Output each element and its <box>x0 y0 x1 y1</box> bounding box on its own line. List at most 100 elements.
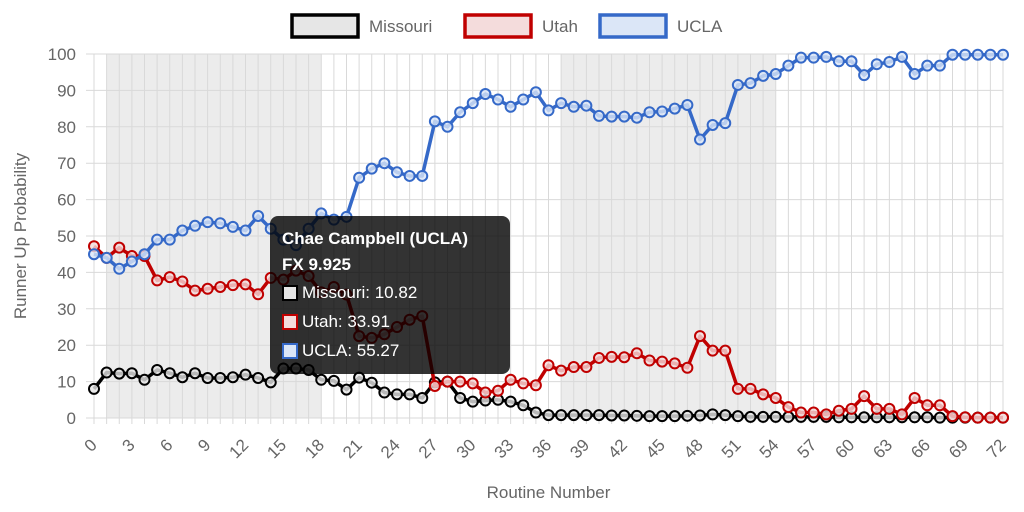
data-point-ucla <box>845 55 858 68</box>
data-point-utah <box>933 399 946 412</box>
data-point-utah <box>896 408 908 421</box>
data-point-missouri <box>630 409 643 422</box>
x-tick-label: 9 <box>194 435 214 455</box>
data-point-ucla <box>870 58 883 71</box>
data-point-missouri <box>921 411 934 424</box>
data-point-utah <box>239 278 252 291</box>
data-point-utah <box>618 351 631 364</box>
data-point-missouri <box>504 395 517 408</box>
y-tick-label: 30 <box>57 300 76 319</box>
data-point-ucla <box>542 104 555 117</box>
x-tick-label: 6 <box>156 435 176 455</box>
x-tick-label: 63 <box>869 435 896 462</box>
data-point-missouri <box>163 367 176 380</box>
data-point-utah <box>201 282 214 295</box>
data-point-missouri <box>391 388 403 401</box>
data-point-missouri <box>555 409 568 422</box>
x-tick-label: 66 <box>907 435 934 462</box>
data-point-missouri <box>908 411 921 424</box>
data-point-ucla <box>694 133 706 146</box>
data-point-utah <box>492 384 504 397</box>
y-tick-label: 10 <box>57 373 76 392</box>
data-point-ucla <box>731 78 744 91</box>
tooltip-swatch-ucla <box>282 342 298 359</box>
x-tick-label: 39 <box>566 435 593 462</box>
data-point-ucla <box>668 102 681 115</box>
x-axis-title: Routine Number <box>487 483 611 502</box>
data-point-ucla <box>643 106 656 119</box>
data-point-utah <box>731 382 744 395</box>
data-point-utah <box>870 402 883 415</box>
data-point-missouri <box>580 409 593 422</box>
data-point-ucla <box>580 99 593 112</box>
legend-label-ucla: UCLA <box>677 17 723 36</box>
data-point-utah <box>769 391 782 404</box>
y-tick-label: 0 <box>67 409 76 428</box>
data-point-missouri <box>454 391 467 404</box>
data-point-ucla <box>795 51 807 64</box>
x-tick-label: 48 <box>680 435 707 462</box>
data-point-ucla <box>769 68 782 81</box>
data-point-ucla <box>391 166 403 179</box>
tooltip-value-ucla: UCLA: 55.27 <box>302 341 400 360</box>
data-point-missouri <box>138 373 151 386</box>
tooltip-swatch-utah <box>282 313 298 330</box>
data-point-ucla <box>428 115 441 128</box>
data-point-missouri <box>340 383 353 396</box>
data-point-ucla <box>529 86 542 99</box>
data-point-ucla <box>138 248 151 261</box>
data-point-ucla <box>618 110 631 123</box>
x-tick-label: 51 <box>718 435 745 462</box>
data-point-utah <box>706 344 719 357</box>
tooltip-subtitle: FX 9.925 <box>282 255 351 274</box>
data-point-missouri <box>403 388 416 401</box>
data-point-utah <box>681 361 694 374</box>
data-point-ucla <box>201 216 214 229</box>
legend-swatch-missouri <box>290 13 360 39</box>
data-point-utah <box>529 379 542 392</box>
data-point-missouri <box>365 376 378 389</box>
x-tick-label: 21 <box>339 435 366 462</box>
legend-label-utah: Utah <box>542 17 578 36</box>
tooltip-value-utah: Utah: 33.91 <box>302 312 390 331</box>
tooltip-row-ucla: UCLA: 55.27 <box>282 336 498 365</box>
x-tick-label: 18 <box>301 435 328 462</box>
legend-swatch-utah <box>463 13 533 39</box>
data-point-ucla <box>189 219 201 232</box>
data-point-utah <box>820 408 833 421</box>
data-point-utah <box>226 279 239 292</box>
tooltip-swatch-missouri <box>282 284 298 301</box>
data-point-missouri <box>618 409 631 422</box>
data-point-ucla <box>744 77 757 90</box>
data-point-utah <box>959 411 972 424</box>
x-tick-label: 3 <box>119 435 139 455</box>
data-point-ucla <box>441 120 454 133</box>
x-tick-label: 12 <box>226 435 253 462</box>
y-axis-title: Runner Up Probability <box>11 152 30 319</box>
x-tick-label: 15 <box>263 435 290 462</box>
data-point-missouri <box>656 410 669 423</box>
data-tooltip: Chae Campbell (UCLA) FX 9.925 Missouri: … <box>270 216 510 374</box>
data-point-missouri <box>593 409 605 422</box>
data-point-utah <box>151 274 164 287</box>
data-point-utah <box>795 406 807 419</box>
x-tick-label: 72 <box>983 435 1010 462</box>
data-point-missouri <box>933 411 946 424</box>
data-point-missouri <box>113 367 126 380</box>
data-point-missouri <box>315 373 328 386</box>
data-point-ucla <box>908 68 921 81</box>
data-point-ucla <box>567 100 580 113</box>
x-tick-label: 54 <box>756 435 783 462</box>
data-point-ucla <box>997 48 1009 61</box>
data-point-ucla <box>151 233 164 246</box>
data-point-missouri <box>125 367 138 380</box>
data-point-ucla <box>555 97 568 110</box>
data-point-missouri <box>757 410 770 423</box>
data-point-missouri <box>226 371 239 384</box>
data-point-ucla <box>239 224 252 237</box>
data-point-utah <box>719 344 732 357</box>
data-point-utah <box>643 354 656 367</box>
data-point-ucla <box>125 255 138 268</box>
data-point-ucla <box>252 209 265 222</box>
data-point-missouri <box>327 374 340 387</box>
